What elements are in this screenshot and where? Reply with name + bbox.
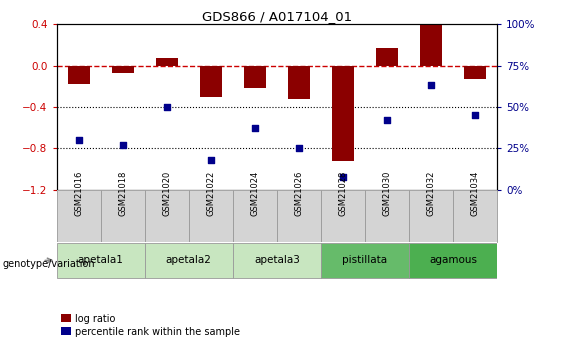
Point [74, 137, 83, 143]
Bar [233, 190, 277, 242]
Point [383, 117, 392, 123]
Bar [189, 190, 233, 242]
Bar [277, 190, 321, 242]
Text: agamous: agamous [429, 255, 477, 265]
Point [427, 83, 436, 88]
Point [294, 146, 303, 151]
Text: GSM21028: GSM21028 [338, 170, 347, 216]
Bar [111, 66, 133, 73]
Text: GSM21020: GSM21020 [162, 170, 171, 216]
Point [162, 104, 171, 110]
Point [206, 157, 215, 163]
Bar [409, 244, 497, 277]
Point [471, 112, 480, 118]
Bar [145, 244, 233, 277]
Text: pistillata: pistillata [342, 255, 388, 265]
Text: apetala3: apetala3 [254, 255, 300, 265]
Bar [155, 58, 177, 66]
Text: GSM21030: GSM21030 [383, 170, 392, 216]
Text: genotype/variation: genotype/variation [3, 259, 95, 269]
Bar [376, 48, 398, 66]
Bar [321, 244, 409, 277]
Bar [199, 66, 221, 97]
Bar [365, 190, 409, 242]
Text: GSM21022: GSM21022 [206, 170, 215, 216]
Bar [332, 66, 354, 161]
Text: GSM21032: GSM21032 [427, 170, 436, 216]
Text: GSM21018: GSM21018 [118, 170, 127, 216]
Bar [244, 66, 266, 88]
Bar [145, 190, 189, 242]
Text: GSM21026: GSM21026 [294, 170, 303, 216]
Bar [453, 190, 497, 242]
Point [118, 142, 127, 148]
Title: GDS866 / A017104_01: GDS866 / A017104_01 [202, 10, 352, 23]
Bar [321, 190, 365, 242]
Bar [464, 66, 486, 79]
Text: apetala2: apetala2 [166, 255, 212, 265]
Text: GSM21034: GSM21034 [471, 170, 480, 216]
Point [338, 174, 347, 179]
Bar [288, 66, 310, 99]
Bar [420, 25, 442, 66]
Text: apetala1: apetala1 [77, 255, 124, 265]
Bar [56, 244, 145, 277]
Text: GSM21024: GSM21024 [250, 170, 259, 216]
Bar [56, 190, 101, 242]
Bar [101, 190, 145, 242]
Point [250, 126, 259, 131]
Text: GSM21016: GSM21016 [74, 170, 83, 216]
Bar [233, 244, 321, 277]
Bar [68, 66, 89, 84]
Bar [409, 190, 453, 242]
Legend: log ratio, percentile rank within the sample: log ratio, percentile rank within the sa… [62, 314, 240, 337]
